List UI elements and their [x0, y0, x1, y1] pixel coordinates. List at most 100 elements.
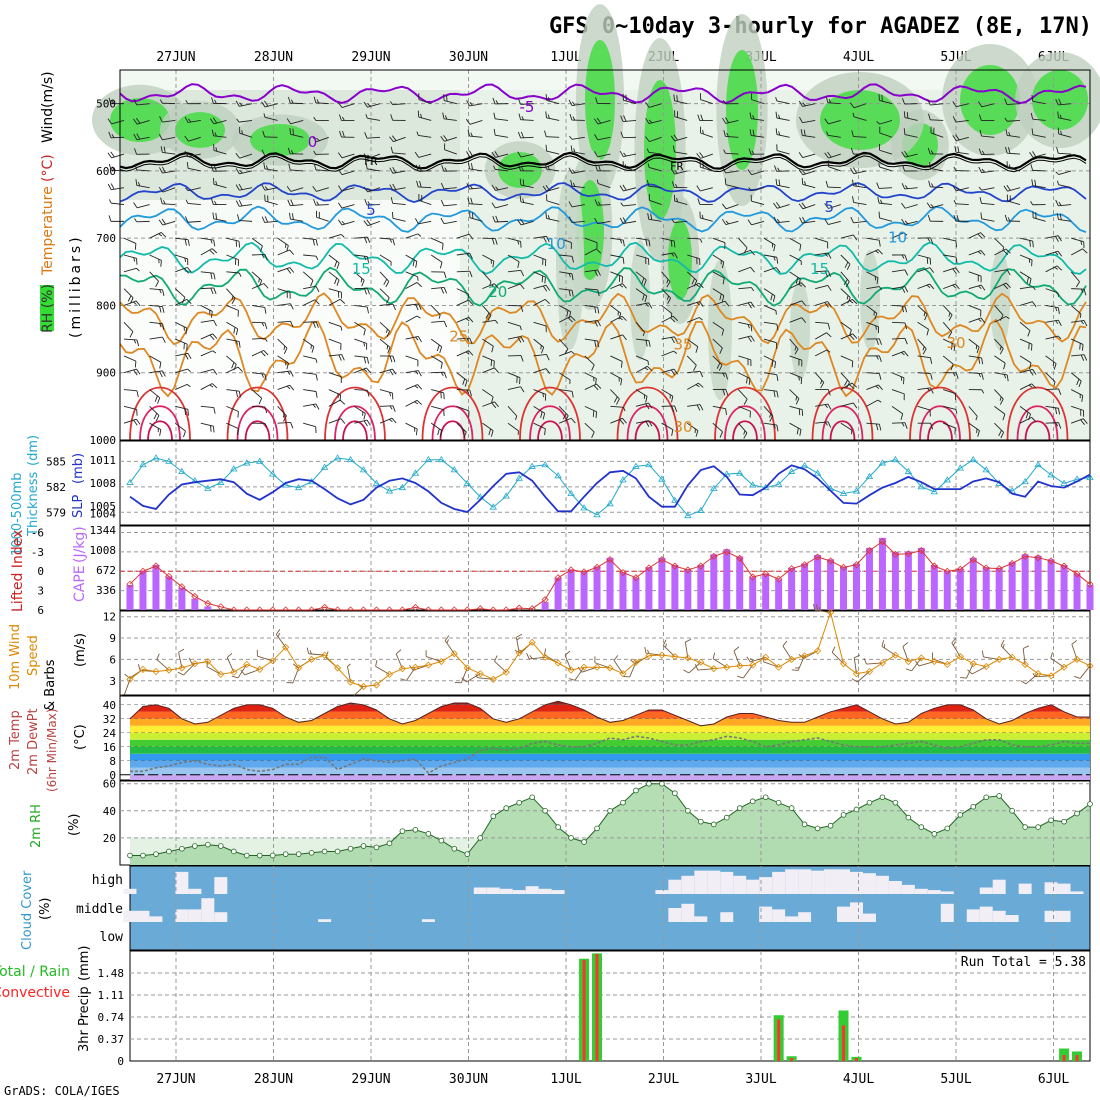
wind-barb-flag: [952, 372, 956, 377]
wind-speed-point: [515, 649, 523, 657]
wind-barb-flag: [468, 299, 474, 306]
wind-barb: [802, 220, 816, 224]
wind-barb-flag: [464, 380, 468, 387]
wind-barb: [1058, 184, 1072, 189]
wind-barb-flag: [979, 197, 982, 204]
wind-barb-flag: [389, 136, 394, 142]
wind-barb-flag: [315, 403, 320, 410]
wind-barb-flag: [392, 368, 397, 375]
wind-barb-flag: [440, 199, 445, 206]
wind-barb-flag: [566, 310, 569, 317]
cloud-cell: [668, 908, 682, 922]
wind-barb-flag: [981, 650, 984, 657]
wind-barb: [290, 187, 304, 192]
upper-air-ylabel: RH (%) Temperature (°C) Wind (m/s) (mill…: [40, 71, 84, 338]
wind-speed-point: [1008, 653, 1016, 661]
wind-barb: [1019, 254, 1033, 261]
wind-barb-flag: [569, 135, 573, 140]
wind-barb-flag: [184, 150, 189, 157]
wind-barb-flag: [188, 657, 193, 664]
wind-barb-flag: [930, 237, 934, 244]
ylabel-wind10-2: Speed: [26, 635, 41, 676]
cloud-cell: [201, 898, 215, 922]
wind-barb: [610, 405, 624, 408]
wind-barb: [904, 153, 918, 158]
wind-barb-flag: [288, 96, 291, 104]
wind-barb: [738, 389, 748, 400]
wind-barb-flag: [306, 647, 310, 654]
wind-barb: [123, 368, 137, 374]
wind-barb: [968, 317, 982, 323]
wind-barb: [613, 660, 624, 674]
wind-barb-flag: [440, 372, 444, 376]
wind-barb-flag: [645, 136, 650, 142]
wind-barb: [494, 660, 507, 673]
wind-barb-flag: [978, 285, 982, 290]
wind-barb-flag: [623, 152, 627, 157]
tick-label: 1011: [90, 454, 117, 467]
wind-barb: [635, 288, 647, 297]
wind-barb-flag: [210, 287, 214, 295]
thickness-point: [736, 469, 744, 476]
wind-barb-flag: [159, 371, 163, 378]
tick-label: 1008: [90, 544, 117, 557]
wind-speed-point: [269, 657, 277, 665]
wind-barb: [328, 234, 342, 239]
wind-barb-flag: [1006, 269, 1011, 276]
wind-barb-flag: [645, 421, 650, 427]
wind-barb-flag: [212, 212, 215, 219]
wind-barb-flag: [591, 364, 595, 371]
wind-barb: [328, 418, 342, 424]
surface-temperature-contour: [829, 420, 856, 441]
wind-barb-flag: [386, 297, 390, 304]
wind-barb: [674, 200, 688, 205]
wind-barb-flag: [546, 236, 550, 243]
wind-barb-flag: [491, 346, 494, 353]
wind-barb-flag: [238, 183, 243, 190]
wind-barb-flag: [876, 121, 880, 125]
freezing-level-label-2: FR: [670, 160, 684, 173]
rh-point: [983, 794, 990, 801]
wind-barb-flag: [264, 322, 268, 329]
wind-barb-flag: [366, 219, 371, 225]
rh-point: [931, 831, 938, 837]
wind-barb: [1019, 368, 1033, 374]
wind-barb-flag: [312, 185, 317, 192]
wind-barb-flag: [666, 281, 671, 288]
lifted-index-point: [956, 565, 964, 573]
wind-barb: [405, 422, 418, 430]
wind-barb-flag: [286, 118, 292, 125]
wind-barb: [942, 305, 953, 316]
wind-barb: [354, 236, 368, 239]
wind-barb: [686, 271, 698, 281]
wind-speed-point: [476, 670, 484, 678]
wind-barb: [123, 405, 137, 410]
wind-barb-flag: [310, 280, 314, 287]
wind-barb-flag: [469, 389, 472, 397]
wind-barb: [738, 301, 752, 306]
wind-barb: [814, 372, 825, 383]
wind-barb: [507, 386, 521, 390]
cloud-cell: [992, 910, 1006, 922]
wind-barb: [738, 287, 752, 290]
wind-barb-flag: [952, 135, 957, 141]
wind-barb: [738, 422, 748, 434]
wind-barb: [712, 658, 727, 668]
wind-barb-flag: [261, 216, 266, 223]
wind-barb: [175, 383, 188, 390]
wind-barb: [367, 168, 381, 172]
wind-barb-flag: [956, 215, 960, 222]
wind-barb: [725, 152, 739, 155]
wind-barb-flag: [520, 305, 524, 313]
contour-label: 10: [888, 229, 907, 247]
wind-barb-flag: [446, 639, 449, 644]
wind-barb-flag: [185, 199, 189, 204]
wind-barb-flag: [722, 277, 725, 285]
wind-barb-flag: [698, 282, 704, 289]
wind-barb-flag: [417, 276, 419, 281]
wind-barb: [661, 389, 674, 397]
wind-barb: [840, 422, 853, 431]
wind-barb-flag: [109, 199, 112, 204]
wind-barb-flag: [465, 118, 471, 125]
wind-barb-flag: [389, 369, 394, 376]
